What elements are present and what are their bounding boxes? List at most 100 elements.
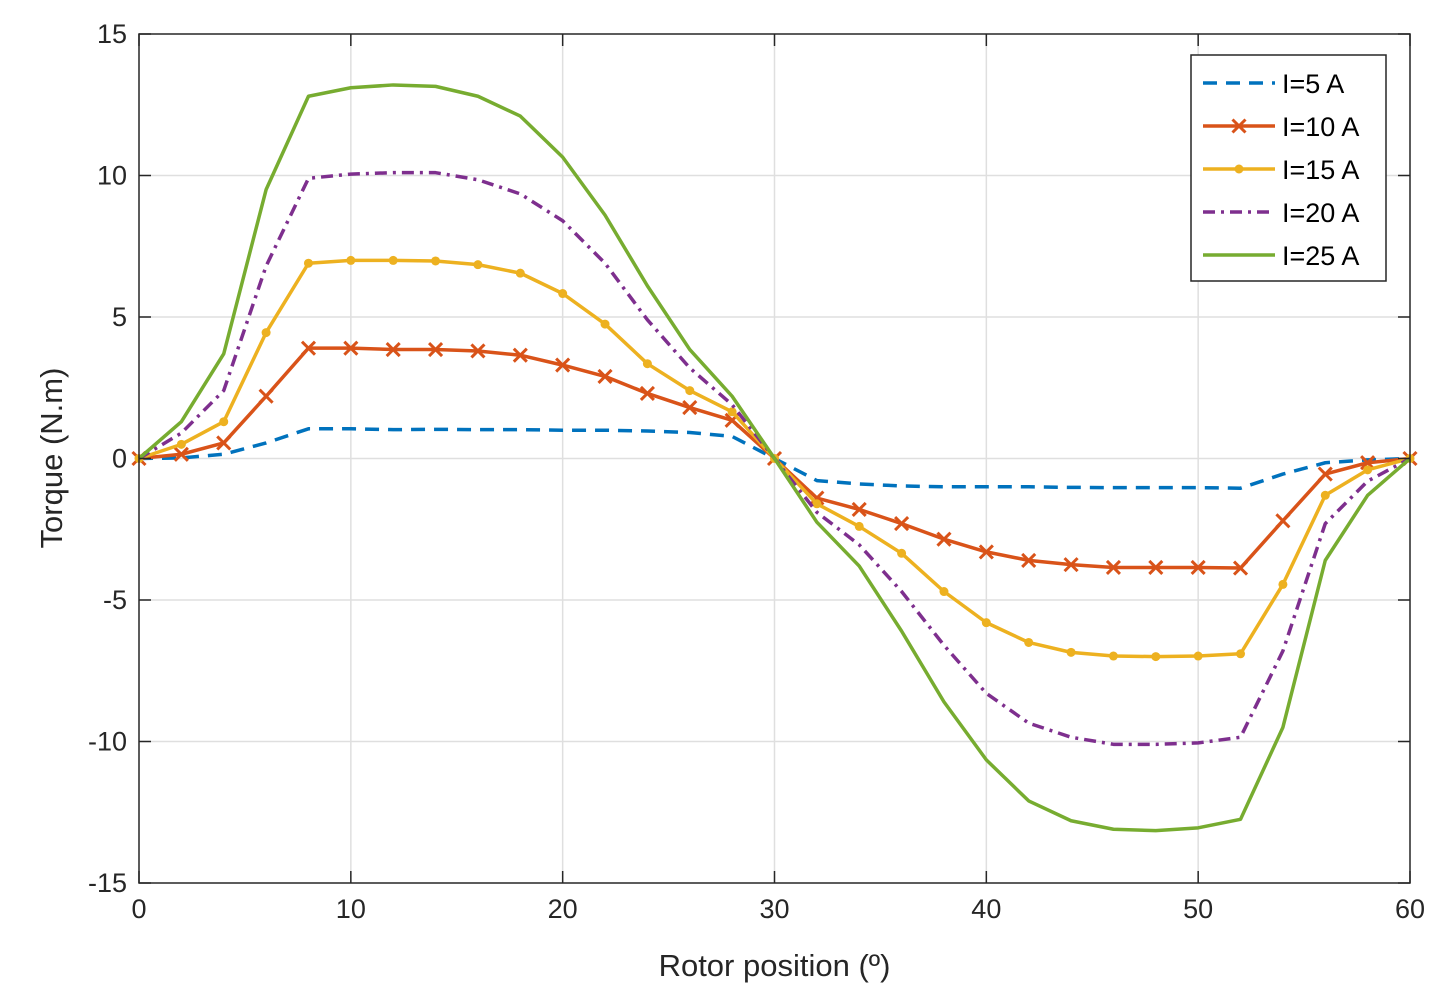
data-point [473, 260, 483, 270]
data-point [897, 548, 907, 558]
data-point [727, 407, 737, 417]
data-point [1024, 637, 1034, 647]
legend-marker-sample [1231, 118, 1247, 134]
data-point [555, 357, 571, 373]
data-point [978, 544, 994, 560]
y-tick-label: -15 [88, 868, 127, 898]
x-tick-label: 20 [548, 894, 578, 924]
marker-stroke [300, 340, 317, 356]
marker-stroke [936, 531, 952, 547]
y-tick-label: 5 [112, 302, 127, 332]
legend-marker-sample [1234, 164, 1244, 174]
marker-stroke [639, 385, 655, 401]
axis-ticks [138, 33, 1411, 884]
marker-stroke [1105, 559, 1121, 576]
data-point [261, 328, 271, 338]
data-point [600, 319, 610, 329]
legend: I=5 A I=10 A I=15 A I=20 A I=25 A [1190, 54, 1387, 282]
marker-stroke [597, 368, 613, 384]
marker-stroke [1360, 455, 1376, 471]
y-tick-label: 10 [97, 161, 127, 191]
data-point [173, 446, 189, 462]
x-axis-label: Rotor position (º) [659, 948, 891, 983]
marker-stroke [1232, 560, 1249, 576]
legend-item: I=25 A [1203, 241, 1359, 271]
marker-stroke [343, 340, 359, 356]
legend-item: I=10 A [1203, 112, 1359, 142]
y-axis-label: Torque (N.m) [34, 368, 69, 549]
data-point [639, 385, 655, 401]
data-point [1151, 652, 1161, 662]
legend-label: I=20 A [1282, 198, 1359, 228]
data-point [854, 521, 864, 531]
data-point [936, 531, 952, 547]
x-tick-label: 60 [1395, 894, 1425, 924]
marker-stroke [512, 347, 528, 363]
marker-stroke [173, 446, 189, 462]
data-point [1066, 647, 1076, 657]
data-point [894, 516, 910, 532]
x-tick-label: 30 [759, 894, 789, 924]
legend-label: I=25 A [1282, 241, 1359, 271]
y-tick-label: 15 [97, 19, 127, 49]
y-tick-label: -10 [88, 727, 127, 757]
data-point [558, 289, 568, 299]
y-tick-label: -5 [103, 585, 127, 615]
data-point [1108, 651, 1118, 661]
x-tick-label: 40 [971, 894, 1001, 924]
data-point [1320, 490, 1330, 500]
data-point [682, 399, 698, 416]
legend-label: I=10 A [1282, 112, 1359, 142]
legend-item: I=5 A [1203, 69, 1344, 99]
data-point [176, 439, 186, 449]
data-point [388, 255, 398, 265]
marker-stroke [470, 343, 486, 359]
legend-item: I=20 A [1203, 198, 1359, 228]
marker-stroke [1063, 557, 1079, 573]
data-series [131, 83, 1418, 833]
data-point [385, 341, 401, 358]
data-point [219, 417, 229, 427]
data-point [428, 341, 444, 358]
data-point [809, 490, 825, 506]
data-point [515, 268, 525, 278]
data-point [642, 359, 652, 369]
marker-stroke [1148, 559, 1164, 576]
data-point [981, 618, 991, 628]
data-point [1317, 466, 1333, 482]
data-point [1190, 559, 1206, 576]
data-point [685, 386, 695, 396]
y-tick-label: 0 [112, 444, 127, 474]
marker-stroke [851, 501, 867, 518]
data-point [1193, 651, 1203, 661]
data-point [512, 347, 528, 363]
data-point [346, 255, 356, 265]
marker-stroke [894, 516, 910, 532]
x-tick-label: 0 [131, 894, 146, 924]
data-point [1236, 649, 1246, 659]
marker-stroke [428, 341, 444, 358]
marker-stroke [1190, 559, 1206, 576]
data-point [300, 340, 317, 356]
data-point [1148, 559, 1164, 576]
data-point [431, 256, 441, 266]
series-5 [137, 83, 1412, 833]
data-point [1275, 513, 1291, 529]
marker-stroke [978, 544, 994, 560]
data-point [1363, 465, 1373, 475]
legend-label: I=5 A [1282, 69, 1344, 99]
legend-items: I=5 A I=10 A I=15 A I=20 A I=25 A [1203, 69, 1359, 271]
data-point [812, 499, 822, 509]
data-point [939, 587, 949, 597]
data-point [597, 368, 613, 384]
data-point [1232, 560, 1249, 576]
data-point [470, 343, 486, 359]
data-point [216, 435, 232, 451]
x-tick-label: 50 [1183, 894, 1213, 924]
marker-stroke [1021, 552, 1037, 568]
data-point [851, 501, 867, 518]
marker-stroke [1231, 118, 1247, 134]
marker-stroke [809, 490, 825, 506]
marker-stroke [555, 357, 571, 373]
